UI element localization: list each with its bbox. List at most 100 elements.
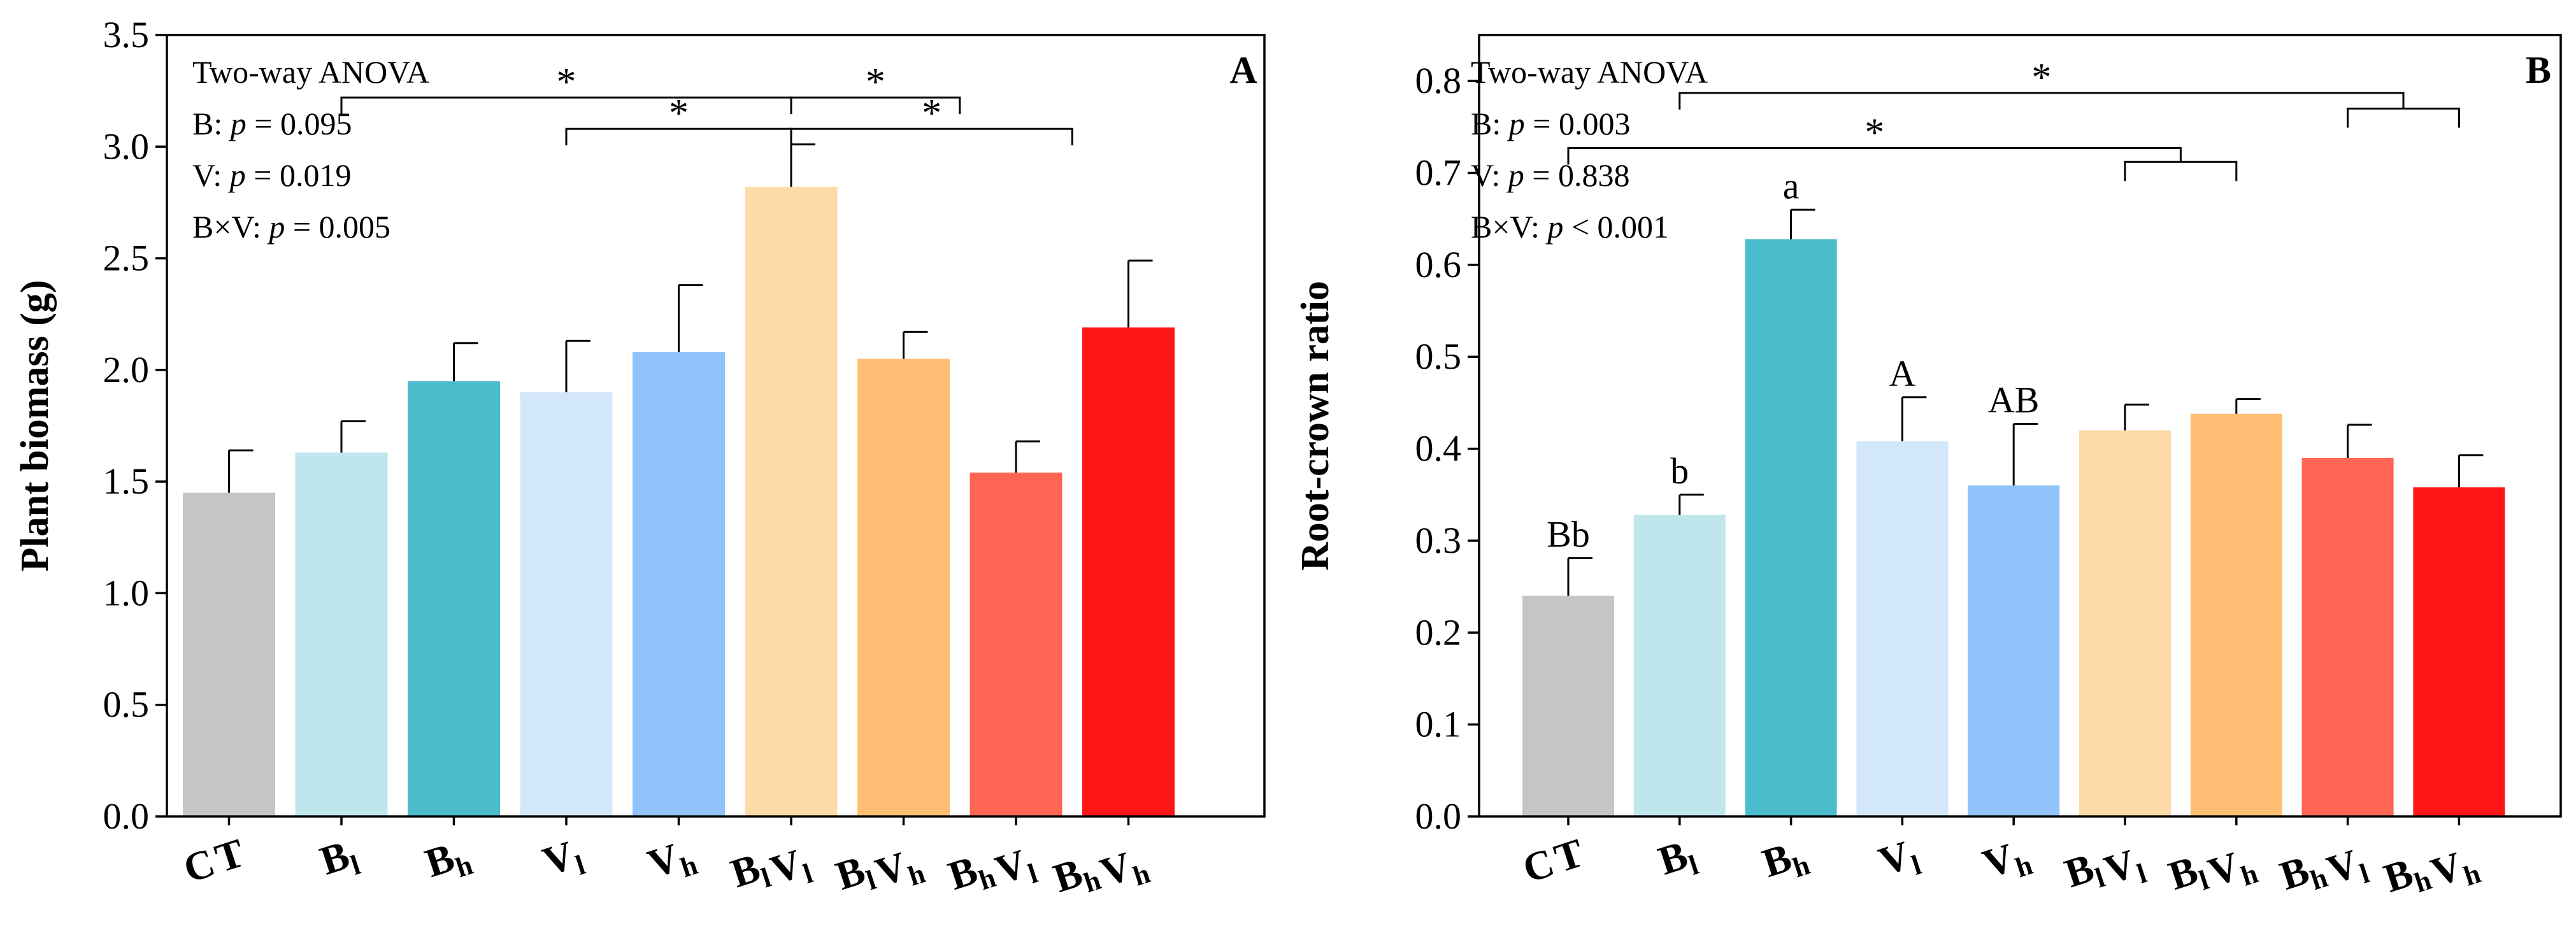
bar-A-3 [520,392,613,816]
y-tick-label: 0.6 [1415,244,1462,285]
anova-p: p [228,157,246,193]
anova-line-0: B: p = 0.095 [192,106,352,141]
bar-letter-1: b [1670,450,1689,492]
panel-a-chart: 0.0 0.5 1.0 1.5 2.0 2.5 3.0 3.5 Plant biomass (g… [13,14,1266,913]
x-tick-label-8: BhVh [2379,830,2484,916]
anova-factor: V: [1471,157,1508,193]
anova-factor: B: [192,106,231,141]
x-tick-label-1: Bl [1653,830,1702,890]
y-tick-label: 0.5 [1415,336,1462,377]
y-tick-label: 0.3 [1415,520,1462,561]
y-tick-label: 0.0 [1415,795,1462,837]
y-tick-label: 2.5 [103,238,150,279]
y-tick-label: 0.1 [1415,704,1462,745]
sig-star-0: * [2031,56,2051,99]
x-tick-label-7: BhVl [943,830,1041,913]
sig-star-1: * [866,61,885,104]
bar-B-4 [1968,485,2060,816]
anova-p: p [1506,157,1524,193]
x-tick-label-7: BhVl [2275,830,2373,913]
y-tick-label: 0.5 [103,684,150,725]
y-tick-label: 3.5 [103,14,150,55]
sig-bracket-1 [1567,147,2182,165]
anova-line-2: B×V: p = 0.005 [192,209,390,245]
y-tick-label: 0.0 [103,795,150,837]
anova-p: p [1545,209,1563,245]
bar-A-0 [183,492,275,816]
y-tick-label: 0.2 [1415,611,1462,653]
bar-A-1 [295,452,388,816]
bar-A-8 [1082,327,1175,816]
bar-A-4 [633,352,725,816]
x-tick-label-3: Vl [538,830,589,890]
group-bracket-0 [2124,160,2238,182]
anova-p: p [229,106,247,141]
panel-letter: A [1229,49,1257,91]
panel-b-chart: Bb b a A AB 0.0 0.1 0.2 0.3 0.4 0.5 0.6 0.7 0.8 Root-c… [1294,34,2562,916]
x-tick-label-3: Vl [1873,830,1925,890]
panel-letter: B [2526,49,2551,91]
bar-A-6 [857,359,950,816]
y-tick-label: 0.7 [1415,152,1462,194]
bar-B-5 [2079,430,2171,816]
x-tick-label-1: Bl [315,830,364,890]
anova-factor: B: [1471,106,1509,141]
sig-star-1: * [1864,111,1884,155]
bar-A-7 [970,473,1063,816]
y-tick-label: 3.0 [103,125,150,167]
anova-value: = 0.019 [246,157,352,193]
sig-bracket-0 [1678,92,2405,110]
y-axis-label: Plant biomass (g) [13,280,57,571]
anova-line-0: B: p = 0.003 [1471,106,1630,141]
anova-title: Two-way ANOVA [192,54,429,90]
bar-A-2 [408,381,500,816]
bar-letter-2: a [1783,165,1800,206]
anova-value: < 0.001 [1563,209,1669,245]
bar-letter-3: A [1889,353,1915,394]
x-tick-label-6: BlVh [2163,830,2262,913]
bar-A-5 [745,187,838,817]
y-tick-label: 0.8 [1415,60,1462,101]
anova-value: = 0.095 [247,106,352,141]
sig-bracket-3 [790,127,1073,146]
bar-B-1 [1633,515,1726,816]
bar-B-8 [2413,487,2505,816]
anova-value: = 0.005 [285,209,390,245]
sig-star-2: * [669,92,689,135]
bar-letter-4: AB [1988,380,2040,421]
anova-p: p [1507,106,1525,141]
x-tick-label-4: Vh [643,830,701,893]
bar-B-3 [1856,441,1949,816]
x-tick-label-0: CT [178,830,250,892]
x-tick-label-4: Vh [1977,830,2036,893]
y-tick-label: 2.0 [103,349,150,390]
x-tick-label-2: Bh [420,830,476,892]
plot-frame [166,34,1266,818]
anova-value: = 0.838 [1524,157,1630,193]
sig-star-0: * [557,61,576,104]
bar-B-6 [2190,413,2282,816]
bar-B-2 [1745,239,1837,817]
y-tick-label: 1.0 [103,572,150,613]
bar-B-0 [1522,595,1614,816]
anova-line-2: B×V: p < 0.001 [1471,209,1669,245]
anova-factor: V: [192,157,230,193]
anova-p: p [267,209,285,245]
group-bracket-1 [2347,107,2460,128]
anova-line-1: V: p = 0.019 [192,157,352,193]
sig-star-3: * [922,92,941,135]
anova-factor: B×V: [1471,209,1547,245]
anova-title: Two-way ANOVA [1471,54,1708,90]
x-label-main: V [643,834,685,887]
y-tick-label: 1.5 [103,460,150,502]
anova-value: = 0.003 [1525,106,1631,141]
anova-factor: B×V: [192,209,269,245]
x-label-main: V [1977,834,2019,887]
x-tick-label-5: BlVl [2059,830,2150,911]
bar-letter-0: Bb [1547,513,1590,555]
bar-B-7 [2301,458,2394,816]
x-tick-label-0: CT [1517,830,1589,892]
x-label-main: V [1873,832,1915,885]
sig-bracket-1 [790,96,961,115]
